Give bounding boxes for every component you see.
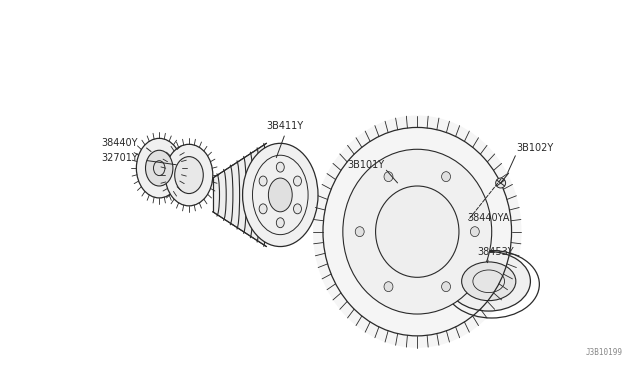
Ellipse shape bbox=[461, 262, 516, 301]
Ellipse shape bbox=[259, 176, 267, 186]
Ellipse shape bbox=[165, 144, 213, 206]
Text: 3B411Y: 3B411Y bbox=[267, 121, 304, 131]
Ellipse shape bbox=[243, 143, 318, 247]
Ellipse shape bbox=[376, 186, 459, 277]
Text: 3B101Y: 3B101Y bbox=[348, 160, 385, 170]
Text: 3B102Y: 3B102Y bbox=[516, 143, 554, 153]
Ellipse shape bbox=[343, 149, 492, 314]
Ellipse shape bbox=[175, 157, 204, 193]
Polygon shape bbox=[213, 143, 266, 247]
Ellipse shape bbox=[294, 176, 301, 186]
Ellipse shape bbox=[136, 138, 182, 198]
Ellipse shape bbox=[442, 172, 451, 182]
Text: 38440Y: 38440Y bbox=[102, 138, 138, 148]
Ellipse shape bbox=[442, 282, 451, 292]
Text: 38440YA: 38440YA bbox=[467, 213, 509, 223]
Ellipse shape bbox=[145, 150, 173, 186]
Ellipse shape bbox=[276, 218, 284, 228]
Ellipse shape bbox=[384, 282, 393, 292]
Text: 32701Y: 32701Y bbox=[102, 153, 138, 163]
Ellipse shape bbox=[495, 178, 506, 188]
Ellipse shape bbox=[384, 172, 393, 182]
Ellipse shape bbox=[268, 178, 292, 212]
Text: J3B10199: J3B10199 bbox=[586, 348, 623, 357]
Ellipse shape bbox=[355, 227, 364, 237]
Text: 38453Y: 38453Y bbox=[477, 247, 513, 257]
Ellipse shape bbox=[313, 116, 522, 348]
Ellipse shape bbox=[447, 251, 531, 311]
Ellipse shape bbox=[294, 204, 301, 214]
Ellipse shape bbox=[470, 227, 479, 237]
Ellipse shape bbox=[276, 162, 284, 172]
Ellipse shape bbox=[259, 204, 267, 214]
